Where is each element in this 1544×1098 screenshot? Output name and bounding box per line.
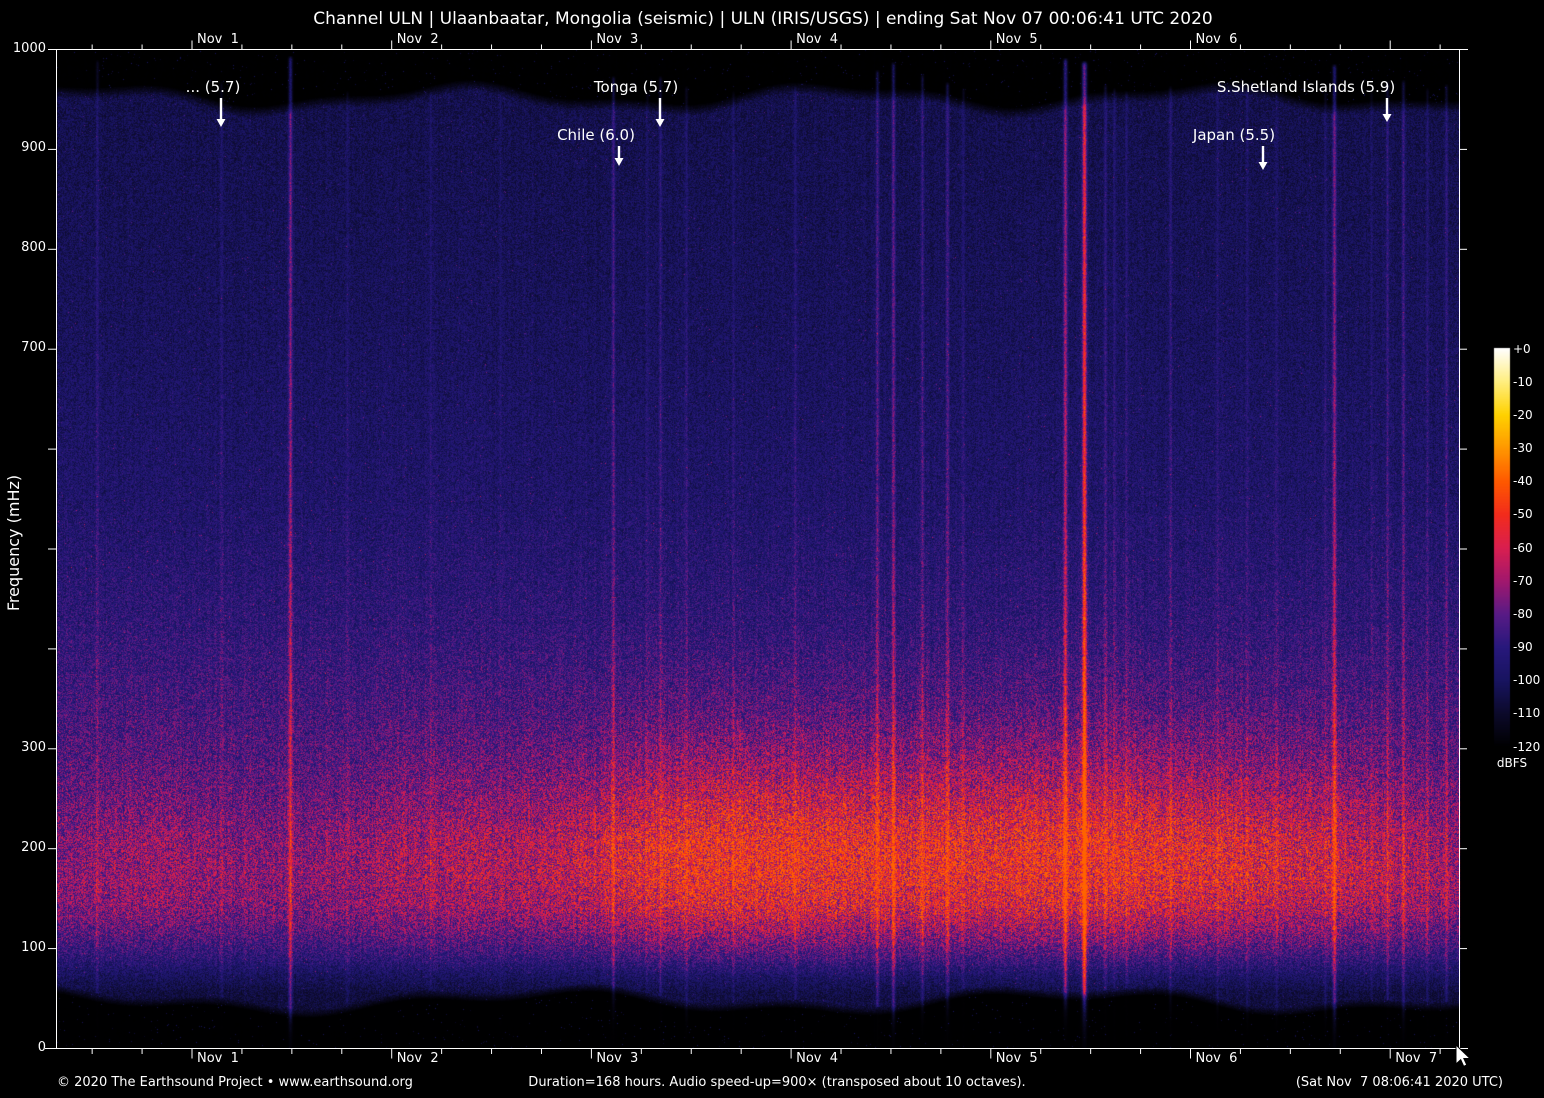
colorbar-tick-label: -70 [1513,573,1533,588]
colorbar-tick-label: -40 [1513,474,1533,489]
x-tick-label-top: Nov 1 [197,32,239,47]
colorbar-tick-label: -110 [1513,706,1541,721]
x-tick-label-top: Nov 4 [796,32,839,47]
colorbar-tick-label: -20 [1513,407,1533,422]
footer-duration: Duration=168 hours. Audio speed-up=900× … [528,1075,1026,1090]
x-tick-label-bottom: Nov 1 [197,1051,239,1066]
y-tick-label: 700 [21,340,46,356]
colorbar-tick-label: -30 [1513,441,1533,455]
y-tick-label: 200 [21,839,46,855]
colorbar-tick-label: -90 [1513,640,1533,654]
colorbar-unit: dBFS [1496,756,1528,770]
x-tick-label-bottom: Nov 5 [995,1051,1038,1066]
event-annotation-arrowhead [614,158,624,166]
event-annotation-arrowhead [216,119,226,127]
event-annotation-arrowhead [1258,162,1268,170]
event-annotation-label: Tonga (5.7) [593,78,679,96]
event-annotation-label: Chile (6.0) [557,126,635,144]
footer-copyright: © 2020 The Earthsound Project • www.eart… [57,1075,413,1090]
mouse-cursor [1455,1043,1472,1068]
colorbar-tick-label: -80 [1513,606,1533,621]
event-annotation-label: Japan (5.5) [1192,126,1276,144]
colorbar-tick-label: -50 [1513,507,1533,522]
x-tick-label-top: Nov 5 [995,32,1038,47]
colorbar-tick-label: -100 [1513,673,1541,688]
event-annotation-arrowhead [1382,114,1392,122]
x-tick-label-bottom: Nov 6 [1195,1051,1238,1066]
x-tick-label-bottom: Nov 4 [796,1051,839,1066]
x-tick-label-bottom: Nov 7 [1395,1051,1438,1066]
event-annotation-label: ... (5.7) [185,78,241,96]
y-axis-title: Frequency (mHz) [3,474,23,612]
y-tick-label: 1000 [12,40,46,56]
footer-timestamp: (Sat Nov 7 08:06:41 2020 UTC) [1295,1075,1503,1090]
y-tick-label: 900 [21,140,46,156]
event-annotation-label: S.Shetland Islands (5.9) [1216,78,1396,96]
event-annotation-arrowhead [655,119,665,127]
y-tick-label: 800 [21,240,46,256]
y-tick-label: 0 [37,1039,46,1055]
page-title: Channel ULN | Ulaanbaatar, Mongolia (sei… [313,9,1213,29]
colorbar-tick-label: -60 [1513,540,1533,555]
x-tick-label-bottom: Nov 2 [396,1051,439,1066]
colorbar-tick-label: -120 [1513,739,1541,754]
colorbar-tick-label: -10 [1513,374,1533,389]
x-tick-label-bottom: Nov 3 [596,1051,639,1066]
colorbar-tick-label: +0 [1513,341,1531,356]
y-tick-label: 300 [21,739,46,755]
y-tick-label: 100 [21,939,46,955]
x-tick-label-top: Nov 2 [396,32,439,47]
x-tick-label-top: Nov 6 [1195,32,1238,47]
x-tick-label-top: Nov 3 [596,32,639,47]
